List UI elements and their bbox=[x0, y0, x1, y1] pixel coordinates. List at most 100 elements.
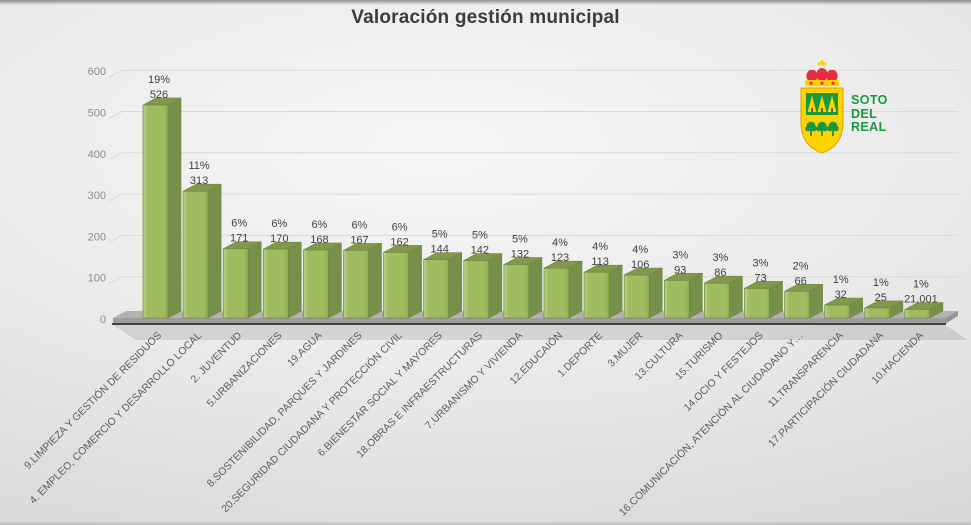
bar-front-face bbox=[784, 290, 810, 319]
bar-front-face bbox=[543, 267, 570, 319]
slide-bottom-bevel bbox=[0, 521, 971, 525]
x-axis-category-label: 9.LIMPIEZA Y GESTIÓN DE RESIDUOS bbox=[21, 329, 164, 472]
bar-value-label: 162 bbox=[390, 236, 408, 248]
bar-front-face bbox=[222, 248, 249, 319]
bar-front-face bbox=[343, 250, 369, 319]
bar-front-face bbox=[623, 274, 650, 319]
bar-16 bbox=[744, 280, 783, 319]
bar-side-face bbox=[368, 242, 382, 319]
bar-value-label: 32 bbox=[835, 289, 847, 301]
bar-value-label: 106 bbox=[631, 259, 649, 271]
bar-side-face bbox=[528, 257, 543, 319]
bar-6 bbox=[343, 242, 382, 319]
y-axis-tick-label: 200 bbox=[88, 231, 106, 243]
y-axis-tick-label: 100 bbox=[88, 273, 106, 285]
bar-side-face bbox=[648, 267, 663, 319]
bar-value-label: 167 bbox=[350, 234, 368, 246]
bar-percent-label: 6% bbox=[352, 219, 368, 231]
bar-percent-label: 1% bbox=[873, 277, 889, 289]
bar-18 bbox=[824, 297, 864, 319]
gridline bbox=[108, 152, 958, 161]
bar-front-face bbox=[663, 279, 690, 319]
logo-text-real: REAL bbox=[851, 120, 887, 134]
x-axis-category-label: 5.URBANIZACIONES bbox=[205, 330, 284, 409]
bar-13 bbox=[623, 267, 663, 319]
bar-front-face bbox=[824, 304, 851, 319]
bar-8 bbox=[423, 252, 463, 319]
gridline bbox=[108, 111, 958, 119]
gridline bbox=[108, 69, 958, 78]
bar-7 bbox=[383, 244, 422, 319]
bar-17 bbox=[784, 283, 823, 319]
bar-value-label: 132 bbox=[511, 249, 529, 261]
y-axis-tick-label: 300 bbox=[88, 190, 106, 202]
bar-percent-label: 1% bbox=[833, 274, 849, 286]
logo-text-soto: SOTO bbox=[851, 93, 888, 107]
gridline bbox=[108, 193, 958, 202]
bar-side-face bbox=[568, 260, 583, 319]
y-axis-tick-label: 0 bbox=[100, 314, 106, 326]
y-axis-tick-label: 400 bbox=[88, 149, 106, 161]
bar-percent-label: 3% bbox=[672, 249, 688, 261]
bar-side-face bbox=[729, 275, 743, 319]
bar-value-label: 168 bbox=[310, 234, 328, 246]
bar-19 bbox=[864, 300, 904, 319]
bar-percent-label: 5% bbox=[512, 234, 528, 246]
bar-1 bbox=[142, 97, 182, 319]
bar-front-face bbox=[503, 264, 530, 319]
bar-percent-label: 3% bbox=[753, 257, 769, 269]
bar-front-face bbox=[262, 248, 289, 319]
bar-percent-label: 11% bbox=[188, 160, 209, 172]
bar-front-face bbox=[904, 309, 931, 319]
bar-percent-label: 2% bbox=[793, 260, 809, 272]
slide-top-bevel bbox=[0, 0, 971, 5]
bar-5 bbox=[303, 242, 342, 319]
bar-value-label: 313 bbox=[190, 175, 208, 187]
bar-value-label: 123 bbox=[551, 252, 569, 264]
bar-value-label: 171 bbox=[230, 233, 248, 245]
bar-front-face bbox=[383, 252, 409, 319]
bar-value-label: 86 bbox=[714, 267, 726, 279]
bar-side-face bbox=[328, 242, 342, 319]
bar-front-face bbox=[864, 307, 891, 319]
x-axis-category-label: 16.COMUNICACIÓN, ATENCIÓN AL CIUDADANO Y… bbox=[616, 329, 806, 519]
x-axis-category-label: 20.SEGURIDAD CIUDADANA Y PROTECCIÓN CIVI… bbox=[219, 329, 405, 515]
logo-text-del: DEL bbox=[851, 106, 878, 121]
bar-20 bbox=[904, 301, 944, 319]
bar-percent-label: 4% bbox=[552, 237, 568, 249]
bar-percent-label: 5% bbox=[472, 229, 488, 241]
bar-value-label: 73 bbox=[754, 272, 766, 284]
x-axis-category-label: 11.TRANSPARENCIA bbox=[766, 330, 845, 409]
bar-value-label: 142 bbox=[471, 244, 489, 256]
bar-side-face bbox=[167, 97, 182, 319]
bar-percent-label: 6% bbox=[231, 218, 247, 230]
bar-side-face bbox=[408, 244, 422, 319]
bar-front-face bbox=[423, 259, 450, 319]
bar-front-face bbox=[303, 249, 329, 319]
bar-side-face bbox=[608, 264, 623, 319]
bar-11 bbox=[543, 260, 583, 319]
bar-front-face bbox=[583, 271, 610, 319]
bar-value-label: 113 bbox=[591, 256, 609, 268]
bar-side-face bbox=[488, 252, 503, 319]
y-axis-tick-label: 500 bbox=[88, 108, 106, 120]
gridline bbox=[108, 234, 958, 243]
soto-del-real-logo: SOTO DEL REAL bbox=[797, 60, 888, 157]
x-axis-category-label: 14.OCIO Y FESTEJOS bbox=[682, 330, 766, 414]
bar-12 bbox=[583, 264, 623, 319]
bar-percent-label: 1% bbox=[913, 278, 929, 290]
bar-value-label: 25 bbox=[875, 292, 887, 304]
bar-value-label: 526 bbox=[150, 89, 168, 101]
chart-floor-end-cap bbox=[945, 311, 958, 324]
bar-percent-label: 5% bbox=[432, 229, 448, 241]
x-axis-category-label: 8.SOSTENIBILIDAD, PARQUES Y JARDINES bbox=[205, 330, 364, 489]
bar-4 bbox=[262, 241, 302, 319]
bar-15 bbox=[704, 275, 743, 319]
bar-3 bbox=[222, 241, 262, 319]
bar-front-face bbox=[182, 190, 209, 319]
bar-2 bbox=[182, 183, 222, 319]
bar-value-label: 66 bbox=[794, 275, 806, 287]
logo-wordmark: SOTO DEL REAL bbox=[851, 60, 888, 135]
